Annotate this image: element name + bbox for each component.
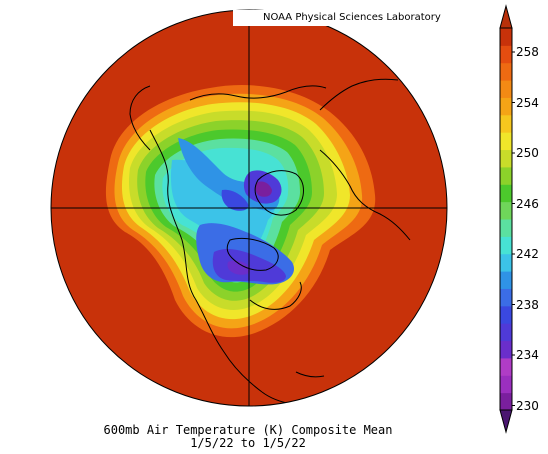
colorbar-segment (500, 305, 512, 324)
colorbar-segment (500, 80, 512, 98)
colorbar-segment (500, 253, 512, 272)
colorbar-segment (500, 149, 512, 168)
colorbar-segment (500, 28, 512, 46)
colorbar-arrow-bottom (499, 409, 513, 434)
contour-230 (255, 181, 272, 197)
colorbar-segment (500, 62, 512, 81)
colorbar-segment (500, 97, 512, 116)
colorbar-segment (500, 288, 512, 307)
alaska-coast (129, 85, 151, 151)
north-america-coast (149, 129, 263, 393)
colorbar-segment (500, 236, 512, 255)
colorbar (499, 4, 515, 434)
colorbar-segment (500, 166, 512, 185)
coastlines (129, 78, 411, 405)
colorbar-segment (500, 340, 512, 359)
asia-coast (319, 78, 399, 111)
colorbar-segment (500, 114, 512, 133)
colorbar-segment (500, 219, 512, 237)
contour-side (221, 189, 249, 211)
title-line-1: 600mb Air Temperature (K) Composite Mean (103, 423, 393, 437)
colorbar-outline (499, 27, 513, 411)
colorbar-tick-label: 242 (516, 247, 539, 261)
colorbar-segment (500, 201, 512, 220)
map-title: 600mb Air Temperature (K) Composite Mean… (0, 424, 496, 450)
colorbar-segment (500, 132, 512, 151)
colorbar-tick-label: 234 (516, 348, 539, 362)
colorbar-tick-label: 250 (516, 146, 539, 160)
colorbar-tick-label: 246 (516, 196, 539, 211)
colorbar-segment (500, 392, 512, 411)
colorbar-segment (500, 357, 512, 376)
colorbar-tick-label: 238 (516, 297, 539, 312)
colorbar-tick-label: 230 (516, 398, 539, 413)
colorbar-tick-label: 254 (516, 95, 539, 110)
temperature-field (105, 85, 376, 338)
credit-label: NOAA Physical Sciences Laboratory (233, 10, 445, 26)
hudson-bay (226, 237, 279, 271)
contour-bay (227, 260, 251, 275)
colorbar-tick-label: 258 (516, 45, 539, 59)
colorbar-segment (500, 184, 512, 203)
siberia-coast (189, 85, 327, 101)
colorbar-segment (500, 375, 512, 394)
europe-coast (319, 149, 411, 241)
greenland (254, 170, 304, 216)
colorbar-segment (500, 323, 512, 342)
colorbar-arrow-top (499, 4, 513, 29)
colorbar-segment (500, 271, 512, 289)
north-america-east-coast (249, 281, 302, 310)
title-line-2: 1/5/22 to 1/5/22 (190, 436, 306, 450)
colorbar-segment (500, 45, 512, 64)
caribbean (295, 371, 325, 378)
